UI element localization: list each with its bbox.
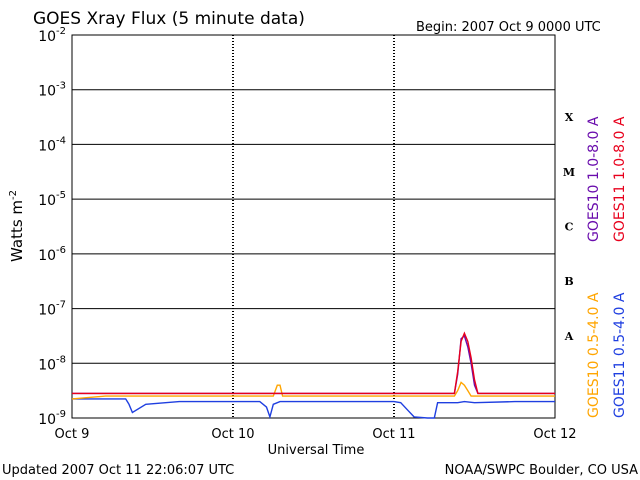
y-tick-label: 10-5 xyxy=(38,190,66,209)
plot-frame xyxy=(71,34,556,419)
source-label: NOAA/SWPC Boulder, CO USA xyxy=(445,463,638,478)
legend: GOES10 1.0-8.0 A GOES11 1.0-8.0 A GOES10 0… xyxy=(586,116,628,418)
y-tick-label: 10-6 xyxy=(38,245,66,264)
x-tick-label: Oct 9 xyxy=(55,427,90,442)
flare-class-label: X xyxy=(565,111,574,124)
flare-class-label: A xyxy=(564,330,574,343)
flare-class-label: M xyxy=(563,166,575,179)
y-axis-label: Watts m-2 xyxy=(8,190,26,262)
x-tick-label: Oct 10 xyxy=(211,427,254,442)
legend-entry: GOES11 1.0-8.0 A xyxy=(612,116,628,242)
series-line xyxy=(71,381,555,400)
begin-label: Begin: 2007 Oct 9 0000 UTC xyxy=(416,20,601,35)
series-layer xyxy=(71,331,555,420)
x-axis-ticks: Oct 9 Oct 10 Oct 11 Oct 12 xyxy=(55,427,577,442)
y-axis-ticks: 10-2 10-3 10-4 10-5 10-6 10-7 10-8 10-9 xyxy=(38,26,66,428)
y-tick-label: 10-4 xyxy=(38,135,66,154)
y-tick-label: 10-9 xyxy=(38,409,66,428)
legend-entry: GOES10 1.0-8.0 A xyxy=(586,116,602,242)
chart-title: GOES Xray Flux (5 minute data) xyxy=(33,9,305,29)
flare-class-label: C xyxy=(565,221,574,234)
x-tick-label: Oct 12 xyxy=(533,427,576,442)
y-tick-label: 10-7 xyxy=(38,300,66,319)
x-tick-label: Oct 11 xyxy=(372,427,415,442)
updated-label: Updated 2007 Oct 11 22:06:07 UTC xyxy=(2,463,234,478)
flare-class-labels: X M C B A xyxy=(563,111,575,343)
y-tick-label: 10-2 xyxy=(38,26,66,45)
series-line xyxy=(72,331,555,395)
x-axis-label: Universal Time xyxy=(268,443,365,458)
grid xyxy=(72,35,555,418)
flare-class-label: B xyxy=(564,275,573,288)
legend-entry: GOES10 0.5-4.0 A xyxy=(586,292,602,418)
legend-entry: GOES11 0.5-4.0 A xyxy=(612,292,628,418)
series-line xyxy=(72,398,555,420)
y-tick-label: 10-3 xyxy=(38,81,66,100)
y-tick-label: 10-8 xyxy=(38,354,66,373)
